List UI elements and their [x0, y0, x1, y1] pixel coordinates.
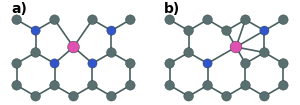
Circle shape — [241, 15, 250, 24]
Circle shape — [260, 91, 269, 101]
Circle shape — [278, 15, 288, 24]
Circle shape — [184, 48, 194, 57]
Circle shape — [165, 15, 175, 24]
Text: a): a) — [11, 2, 27, 16]
Circle shape — [88, 15, 97, 24]
Circle shape — [106, 91, 116, 101]
Circle shape — [50, 15, 59, 24]
Circle shape — [88, 59, 97, 68]
Circle shape — [12, 59, 22, 68]
Circle shape — [260, 26, 269, 35]
Circle shape — [12, 15, 22, 24]
Circle shape — [50, 81, 59, 90]
Circle shape — [107, 26, 116, 35]
Circle shape — [165, 81, 175, 90]
Circle shape — [260, 48, 269, 57]
Circle shape — [203, 15, 212, 24]
Circle shape — [230, 41, 242, 53]
Circle shape — [165, 59, 175, 68]
Circle shape — [222, 26, 231, 35]
Circle shape — [125, 15, 135, 24]
Circle shape — [50, 59, 59, 68]
Circle shape — [184, 26, 194, 35]
Circle shape — [31, 48, 40, 57]
Circle shape — [203, 59, 212, 68]
Circle shape — [106, 48, 116, 57]
Circle shape — [68, 41, 80, 53]
Circle shape — [278, 81, 288, 90]
Circle shape — [278, 59, 288, 68]
Circle shape — [125, 59, 135, 68]
Text: b): b) — [164, 2, 180, 16]
Circle shape — [31, 91, 40, 101]
Circle shape — [88, 81, 97, 90]
Circle shape — [69, 91, 78, 101]
Circle shape — [125, 81, 135, 90]
Circle shape — [12, 81, 22, 90]
Circle shape — [222, 91, 231, 101]
Circle shape — [203, 81, 212, 90]
Circle shape — [31, 26, 40, 35]
Circle shape — [241, 59, 250, 68]
Circle shape — [241, 81, 250, 90]
Circle shape — [184, 91, 194, 101]
